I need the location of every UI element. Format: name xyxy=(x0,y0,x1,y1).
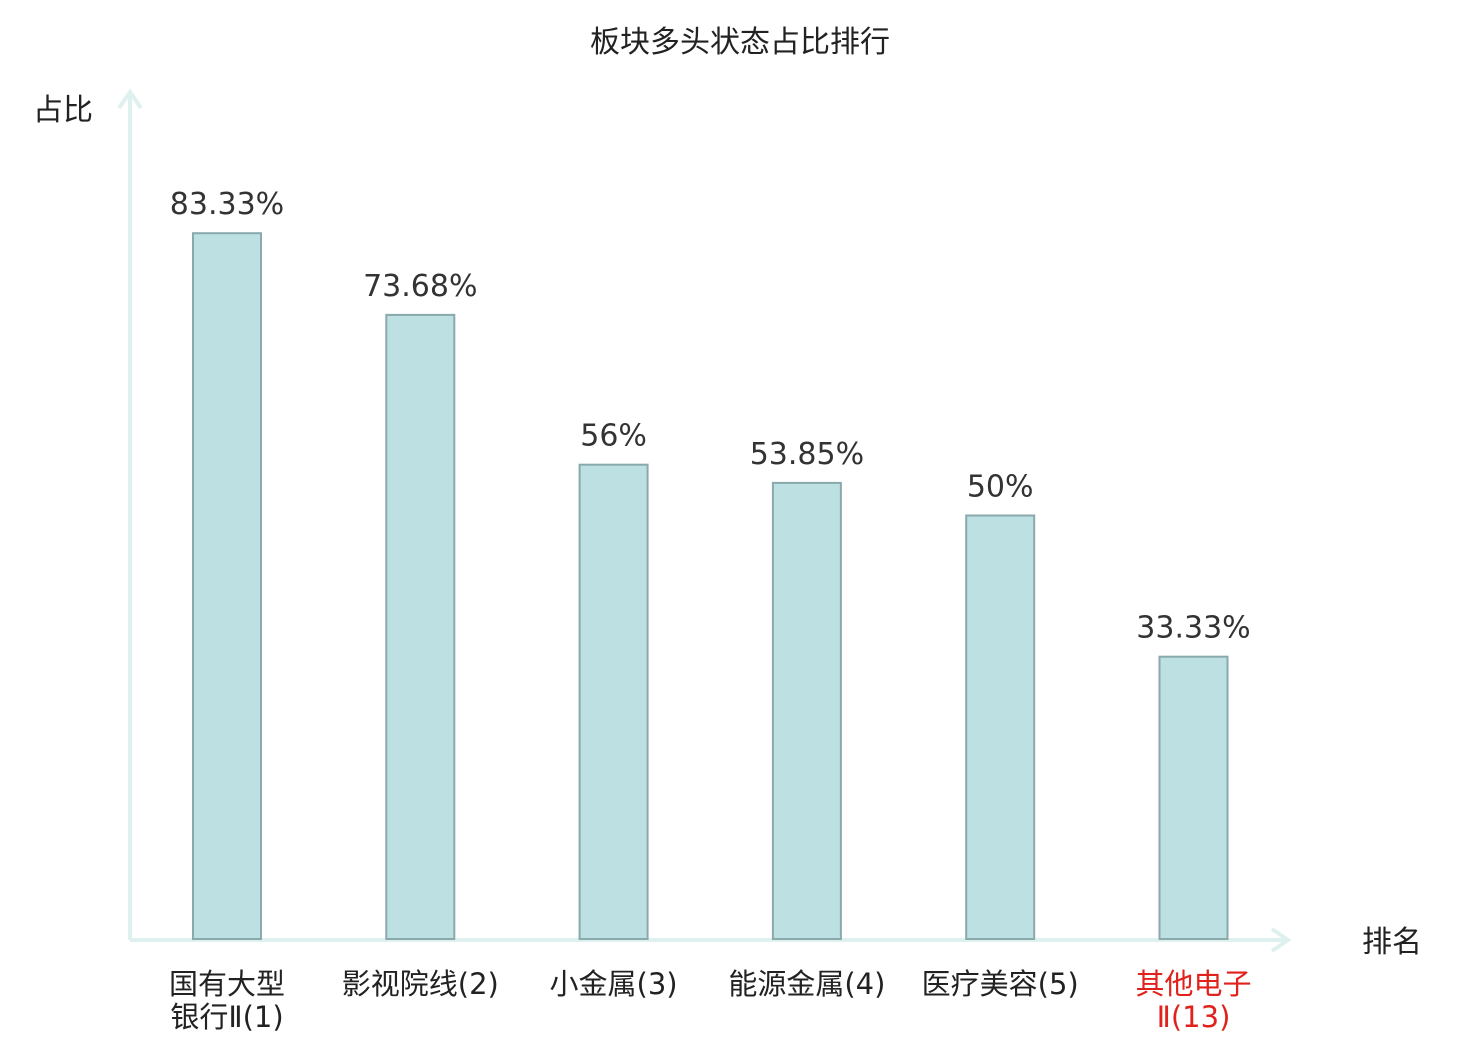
x-axis-arrow xyxy=(1270,927,1292,953)
x-axis xyxy=(130,927,1292,953)
category-label-line: 其他电子 xyxy=(1135,967,1251,1001)
bar-2 xyxy=(578,463,649,940)
bar-1 xyxy=(385,313,456,940)
category-label-5: 其他电子 Ⅱ(13) xyxy=(1135,967,1251,1034)
category-label-line: 医疗美容(5) xyxy=(922,967,1079,1001)
y-axis xyxy=(117,88,143,940)
bars-group xyxy=(192,232,1229,940)
value-label-5: 33.33% xyxy=(1136,611,1250,646)
value-label-1: 73.68% xyxy=(363,269,477,304)
category-label-1: 影视院线(2) xyxy=(342,967,499,1001)
category-label-2: 小金属(3) xyxy=(550,967,678,1001)
value-label-2: 56% xyxy=(580,419,647,454)
value-label-0: 83.33% xyxy=(170,187,284,222)
category-label-line: Ⅱ(13) xyxy=(1157,1000,1231,1034)
value-label-4: 50% xyxy=(967,470,1034,505)
category-label-4: 医疗美容(5) xyxy=(922,967,1079,1001)
bar-4 xyxy=(965,514,1036,940)
chart-title: 板块多头状态占比排行 xyxy=(590,25,890,60)
value-labels-group: 83.33% 73.68% 56% 53.85% 50% 33.33% xyxy=(170,187,1251,646)
bar-5 xyxy=(1158,655,1229,940)
category-label-line: 小金属(3) xyxy=(550,967,678,1001)
bar-0 xyxy=(192,232,262,940)
category-label-line: 影视院线(2) xyxy=(342,967,499,1001)
category-labels-group: 国有大型银行Ⅱ(1) 影视院线(2) 小金属(3) 能源金属(4) 医疗美容(5) 其他电… xyxy=(169,967,1252,1034)
category-label-3: 能源金属(4) xyxy=(728,967,885,1001)
value-label-3: 53.85% xyxy=(750,437,864,472)
x-axis-label: 排名 xyxy=(1362,925,1422,960)
y-axis-arrow xyxy=(117,88,143,110)
bar-3 xyxy=(771,481,842,940)
category-label-line: 银行Ⅱ(1) xyxy=(170,1000,283,1034)
y-axis-label: 占比 xyxy=(33,93,93,128)
category-label-line: 能源金属(4) xyxy=(728,967,885,1001)
category-label-line: 国有大型 xyxy=(169,967,285,1001)
category-label-0: 国有大型银行Ⅱ(1) xyxy=(169,967,285,1034)
